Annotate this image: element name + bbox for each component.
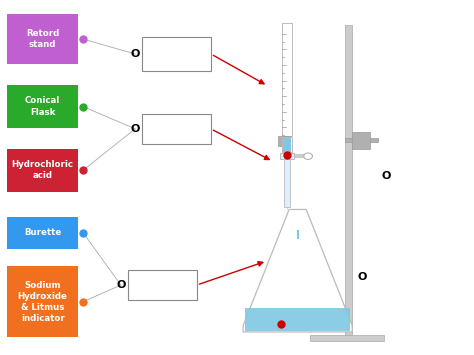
Text: O: O: [130, 124, 140, 134]
Text: Retord
stand: Retord stand: [26, 29, 59, 49]
FancyBboxPatch shape: [7, 149, 78, 192]
Text: Conical
Flask: Conical Flask: [25, 97, 60, 116]
FancyBboxPatch shape: [280, 153, 294, 159]
FancyBboxPatch shape: [310, 335, 384, 341]
Text: Burette: Burette: [24, 228, 61, 237]
FancyBboxPatch shape: [7, 85, 78, 128]
FancyBboxPatch shape: [278, 136, 290, 146]
Text: Sodium
Hydroxide
& Litmus
indicator: Sodium Hydroxide & Litmus indicator: [18, 280, 68, 323]
FancyBboxPatch shape: [7, 14, 78, 64]
FancyBboxPatch shape: [283, 137, 291, 152]
Text: O: O: [116, 280, 126, 290]
Text: O: O: [382, 171, 391, 181]
FancyBboxPatch shape: [345, 138, 378, 142]
Text: O: O: [358, 272, 367, 282]
FancyBboxPatch shape: [352, 132, 370, 149]
FancyBboxPatch shape: [284, 159, 290, 207]
FancyBboxPatch shape: [128, 270, 197, 300]
Text: Hydrochloric
acid: Hydrochloric acid: [12, 160, 73, 180]
Polygon shape: [245, 308, 350, 331]
FancyBboxPatch shape: [142, 37, 211, 71]
FancyBboxPatch shape: [142, 114, 211, 144]
Circle shape: [304, 153, 312, 159]
Text: O: O: [130, 49, 140, 59]
FancyBboxPatch shape: [282, 23, 292, 136]
FancyBboxPatch shape: [345, 25, 352, 337]
FancyBboxPatch shape: [7, 217, 78, 248]
Polygon shape: [243, 209, 352, 332]
FancyBboxPatch shape: [7, 266, 78, 337]
